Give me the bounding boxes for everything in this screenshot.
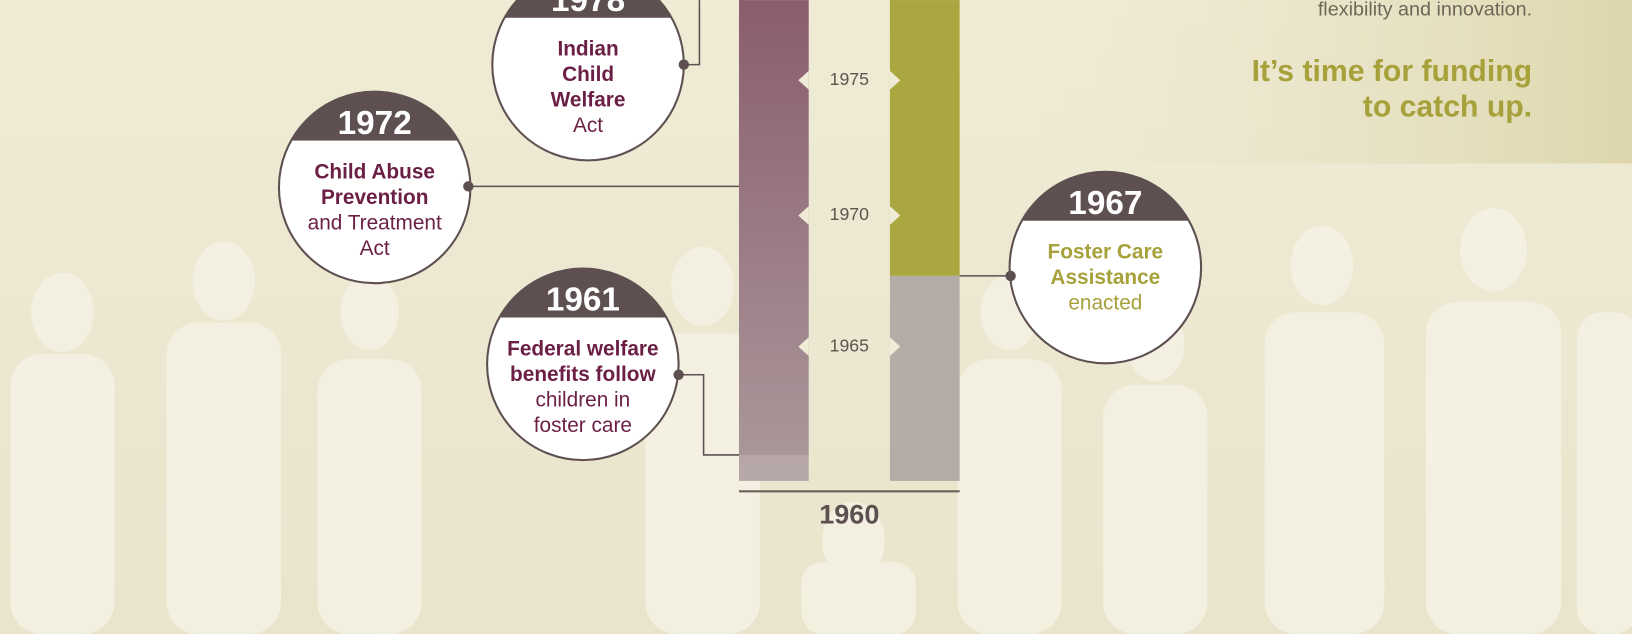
call-to-action: It’s time for funding	[1252, 55, 1532, 88]
purple-bar-base	[739, 455, 809, 481]
event-title: Federal welfare	[507, 337, 658, 360]
year-label: 1965	[830, 335, 870, 355]
year-label: 1975	[830, 69, 870, 89]
connector-dot	[673, 370, 683, 380]
event-title: Foster Care	[1048, 240, 1164, 263]
call-to-action: to catch up.	[1363, 90, 1532, 123]
event-year: 1972	[338, 105, 412, 142]
page: flexibility and innovation. It’s time fo…	[0, 0, 1632, 634]
event-year: 1978	[551, 0, 625, 19]
infographic: flexibility and innovation. It’s time fo…	[0, 0, 1632, 634]
trailing-text: flexibility and innovation.	[1318, 0, 1532, 21]
event-title: Welfare	[551, 89, 626, 112]
event-year: 1961	[546, 282, 620, 319]
olive-bar	[890, 0, 960, 276]
event-text: Act	[360, 237, 390, 260]
event-title: Prevention	[321, 186, 428, 209]
event: 1961 Federal welfare benefits followchildr…	[487, 269, 679, 461]
event-title: Child Abuse	[314, 160, 435, 183]
event-title: Assistance	[1050, 266, 1160, 289]
event-title: benefits follow	[510, 363, 656, 386]
event-title: Child	[562, 63, 614, 86]
year-label: 1970	[830, 204, 870, 224]
event-text: Act	[573, 114, 603, 137]
event-text: and Treatment	[308, 211, 442, 234]
purple-bar	[739, 0, 809, 481]
event-text: foster care	[534, 414, 632, 437]
connector-dot	[463, 181, 473, 191]
event-text: children in	[535, 388, 630, 411]
connector-dot	[679, 59, 689, 69]
event-year: 1967	[1068, 185, 1142, 222]
base-year: 1960	[819, 499, 879, 529]
grey-bar	[890, 276, 960, 481]
event-title: Indian	[557, 38, 618, 61]
connector-dot	[1005, 271, 1015, 281]
event-text: enacted	[1068, 291, 1142, 314]
